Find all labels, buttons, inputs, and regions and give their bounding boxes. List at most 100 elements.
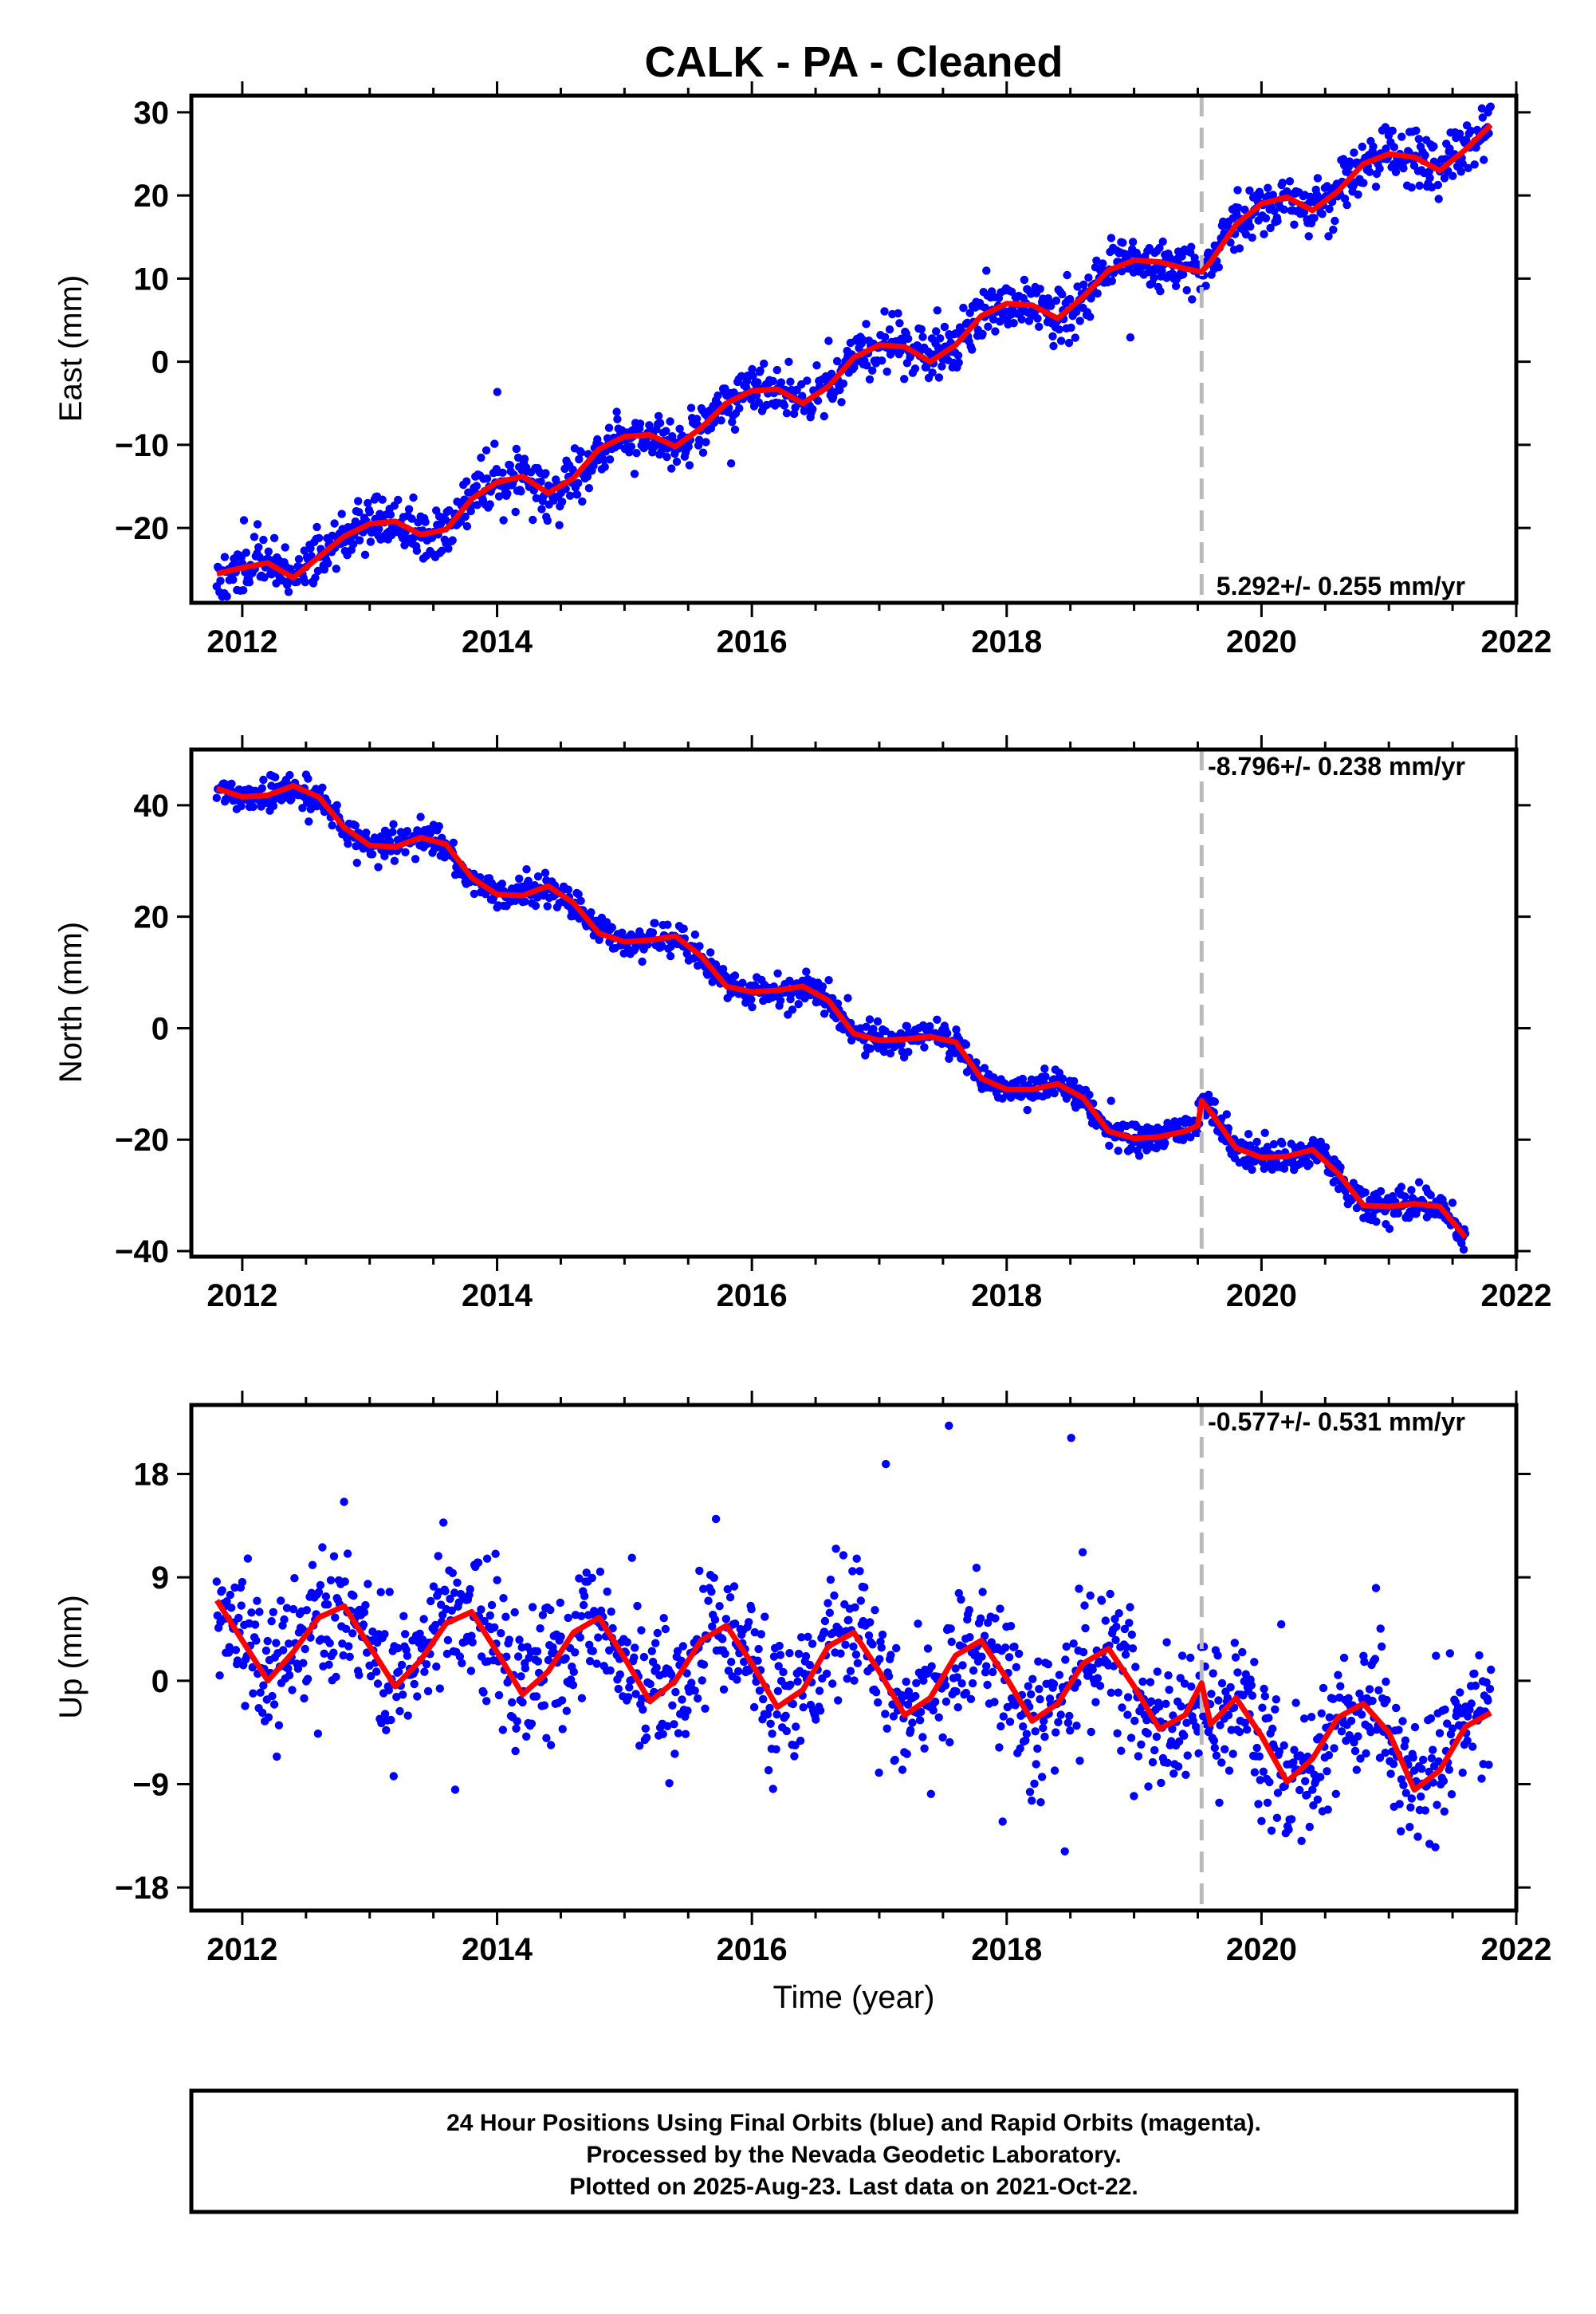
up-data-point [326,1576,336,1585]
up-data-point [926,1789,936,1798]
up-data-point [318,1543,327,1552]
up-data-point [1477,1774,1486,1783]
north-data-point [1114,1147,1122,1155]
up-data-point [969,1666,978,1675]
up-data-point [1259,1767,1268,1776]
up-data-point [753,1656,762,1665]
east-data-point [737,372,746,380]
up-data-point [898,1765,907,1774]
up-data-point [739,1657,749,1667]
east-data-point [654,411,663,420]
north-data-point [401,848,410,857]
east-data-point [575,455,584,464]
north-data-point [607,923,616,932]
up-data-point [745,1618,753,1627]
up-data-point [247,1608,256,1617]
up-data-point [1344,1694,1353,1702]
up-data-point [1130,1716,1139,1726]
up-data-point [816,1706,825,1715]
up-data-point [237,1601,246,1610]
up-data-point [1377,1642,1386,1651]
up-data-point [491,1549,500,1558]
east-data-point [324,559,332,568]
up-data-point [1484,1696,1492,1705]
east-data-point [1245,186,1254,195]
up-data-point [1123,1693,1133,1702]
north-data-point [1448,1198,1457,1207]
up-data-point [288,1686,297,1694]
up-data-point [429,1582,438,1591]
up-data-point [498,1726,507,1734]
north-data-point [1476,0,1484,4]
up-data-point [432,1662,441,1671]
up-x-tick-label: 2014 [462,1932,533,1967]
east-data-point [1067,323,1075,333]
up-data-point [952,1687,961,1696]
east-data-point [982,266,991,275]
up-data-point [754,1644,763,1654]
north-data-point [663,920,672,929]
east-data-point [717,416,725,425]
up-data-point [902,1749,911,1758]
north-data-point [1361,1188,1370,1197]
east-data-point [448,536,457,545]
east-y-tick-label: 20 [134,179,170,214]
up-data-point [1303,1790,1311,1800]
east-data-point [1331,216,1339,226]
up-data-point [1268,1724,1277,1734]
north-data-point [449,838,458,848]
east-rate-label: 5.292+/- 0.255 mm/yr [1217,572,1465,600]
up-data-point [477,1605,485,1614]
east-data-point [1055,325,1063,334]
east-data-point [1449,171,1457,180]
east-data-points [212,102,1496,601]
east-data-point [1128,238,1138,246]
up-data-point [903,1700,913,1709]
east-data-point [1461,136,1471,144]
north-data-point [564,885,573,894]
north-data-point [427,828,435,837]
east-data-point [520,455,529,463]
east-data-point [1188,295,1197,304]
up-data-point [1137,1740,1146,1749]
up-data-point [1155,1702,1164,1711]
east-data-point [1107,277,1117,285]
footer-line-2: Processed by the Nevada Geodetic Laborat… [586,2142,1121,2168]
up-data-point [1114,1688,1122,1697]
north-x-tick-label: 2020 [1226,1278,1297,1313]
east-data-point [1425,167,1433,176]
up-data-point [1257,1816,1266,1825]
north-data-point [1269,1139,1279,1149]
up-data-point [1019,1722,1028,1731]
up-data-point [690,1686,699,1695]
up-data-point [715,1602,724,1611]
east-data-point [726,459,736,468]
up-data-point [710,1573,718,1583]
up-data-point [904,1687,914,1696]
up-data-point [1305,1822,1315,1832]
up-data-point [226,1590,234,1600]
up-data-point [1080,1601,1089,1610]
footer-border [189,2088,1519,2214]
up-data-point [248,1663,257,1672]
up-data-point [768,1730,776,1738]
north-data-point [730,971,740,980]
up-data-point [233,1656,242,1665]
up-data-point [987,1638,997,1647]
north-data-point [961,1040,971,1049]
up-data-point [1374,1686,1383,1694]
up-data-point [218,1586,226,1595]
up-data-point [605,1646,614,1655]
north-data-point [416,813,425,821]
north-data-point [1466,0,1474,4]
up-data-point [1255,1752,1264,1761]
up-data-point [1435,1729,1445,1737]
north-data-point [1462,0,1470,4]
north-data-point [648,928,658,937]
east-data-point [1118,238,1127,247]
up-data-point [980,1631,989,1640]
up-data-point [511,1746,520,1756]
east-data-point [1290,220,1299,229]
east-data-point [543,516,552,525]
up-data-point [1162,1638,1171,1647]
